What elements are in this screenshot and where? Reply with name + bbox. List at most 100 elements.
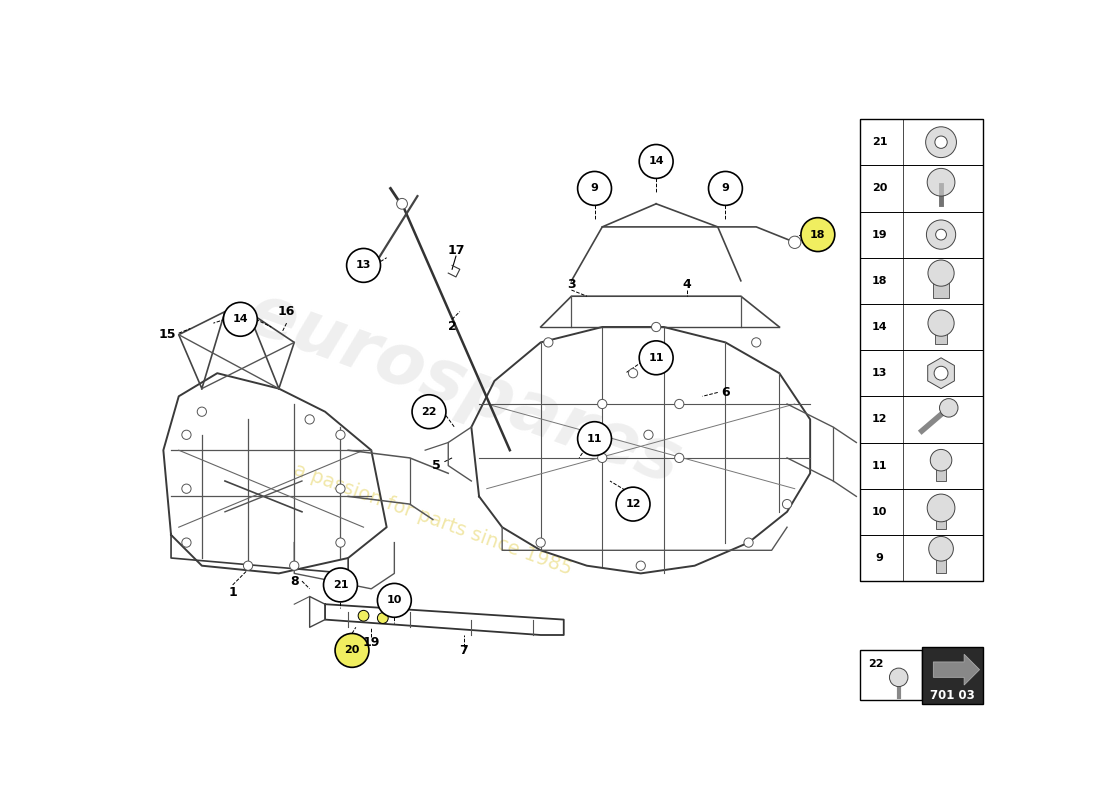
Circle shape [926, 126, 956, 158]
Text: 2: 2 [448, 321, 456, 334]
Text: 701 03: 701 03 [931, 689, 975, 702]
Circle shape [639, 145, 673, 178]
Circle shape [305, 414, 315, 424]
Circle shape [336, 634, 368, 667]
Circle shape [744, 538, 754, 547]
Circle shape [412, 394, 446, 429]
Text: 9: 9 [722, 183, 729, 194]
Text: 6: 6 [722, 386, 729, 399]
Text: 11: 11 [648, 353, 664, 363]
Text: 16: 16 [278, 305, 295, 318]
Text: 9: 9 [876, 553, 883, 563]
Text: 3: 3 [568, 278, 575, 291]
Circle shape [536, 538, 546, 547]
Bar [935, 327, 947, 344]
Circle shape [197, 407, 207, 416]
Text: 15: 15 [158, 328, 176, 341]
Bar [936, 554, 946, 574]
Circle shape [789, 236, 801, 249]
Text: 20: 20 [344, 646, 360, 655]
Circle shape [597, 430, 607, 439]
Text: 20: 20 [872, 183, 887, 194]
Circle shape [674, 454, 684, 462]
Circle shape [182, 484, 191, 494]
Circle shape [336, 430, 345, 439]
Bar [933, 278, 948, 298]
Bar [936, 466, 946, 481]
Circle shape [578, 422, 612, 455]
Circle shape [651, 322, 661, 332]
Circle shape [543, 338, 553, 347]
Circle shape [377, 583, 411, 618]
Circle shape [336, 538, 345, 547]
Text: 21: 21 [871, 137, 888, 147]
Text: 7: 7 [460, 644, 467, 657]
Circle shape [801, 218, 835, 251]
Circle shape [597, 454, 607, 462]
Text: 9: 9 [591, 183, 598, 194]
Bar [936, 514, 946, 529]
Circle shape [936, 230, 946, 240]
Circle shape [782, 499, 792, 509]
Text: 18: 18 [810, 230, 826, 240]
Text: 19: 19 [871, 230, 888, 240]
Circle shape [243, 561, 253, 570]
Circle shape [931, 450, 952, 471]
Circle shape [644, 430, 653, 439]
Polygon shape [860, 650, 922, 701]
Text: 21: 21 [332, 580, 349, 590]
Circle shape [639, 341, 673, 374]
Text: 8: 8 [290, 574, 298, 587]
Circle shape [928, 310, 954, 336]
Text: 10: 10 [872, 507, 887, 517]
Text: 5: 5 [432, 459, 441, 472]
Text: 1: 1 [229, 586, 236, 599]
Text: 11: 11 [871, 461, 888, 470]
Circle shape [336, 484, 345, 494]
Circle shape [928, 260, 954, 286]
Circle shape [397, 198, 407, 209]
Text: 10: 10 [387, 595, 402, 606]
Text: 14: 14 [232, 314, 249, 324]
Circle shape [926, 220, 956, 250]
Circle shape [939, 398, 958, 417]
Circle shape [636, 561, 646, 570]
Polygon shape [927, 358, 955, 389]
Circle shape [182, 430, 191, 439]
Circle shape [578, 171, 612, 206]
Circle shape [928, 537, 954, 561]
Circle shape [927, 168, 955, 196]
Polygon shape [860, 119, 983, 581]
Circle shape [935, 136, 947, 148]
Text: 14: 14 [648, 157, 664, 166]
Polygon shape [933, 654, 979, 685]
Text: 13: 13 [356, 261, 371, 270]
Text: 4: 4 [683, 278, 691, 291]
Circle shape [934, 366, 948, 380]
Text: 12: 12 [871, 414, 888, 424]
Text: 11: 11 [586, 434, 603, 444]
Circle shape [597, 399, 607, 409]
Circle shape [346, 249, 381, 282]
Text: eurospares: eurospares [238, 278, 690, 499]
Text: 22: 22 [868, 659, 883, 670]
Circle shape [628, 369, 638, 378]
Circle shape [223, 302, 257, 336]
Circle shape [674, 399, 684, 409]
Circle shape [927, 494, 955, 522]
Text: 13: 13 [872, 368, 887, 378]
Circle shape [182, 538, 191, 547]
Circle shape [616, 487, 650, 521]
Circle shape [377, 613, 388, 623]
Circle shape [890, 668, 908, 686]
Text: 14: 14 [871, 322, 888, 332]
Text: 17: 17 [448, 243, 464, 257]
Circle shape [370, 256, 381, 267]
Text: a passion for parts since 1985: a passion for parts since 1985 [292, 460, 574, 579]
Text: 18: 18 [871, 276, 888, 286]
Text: 19: 19 [363, 636, 379, 650]
Polygon shape [922, 646, 983, 704]
Text: 12: 12 [625, 499, 641, 509]
Circle shape [359, 610, 369, 621]
Circle shape [289, 561, 299, 570]
